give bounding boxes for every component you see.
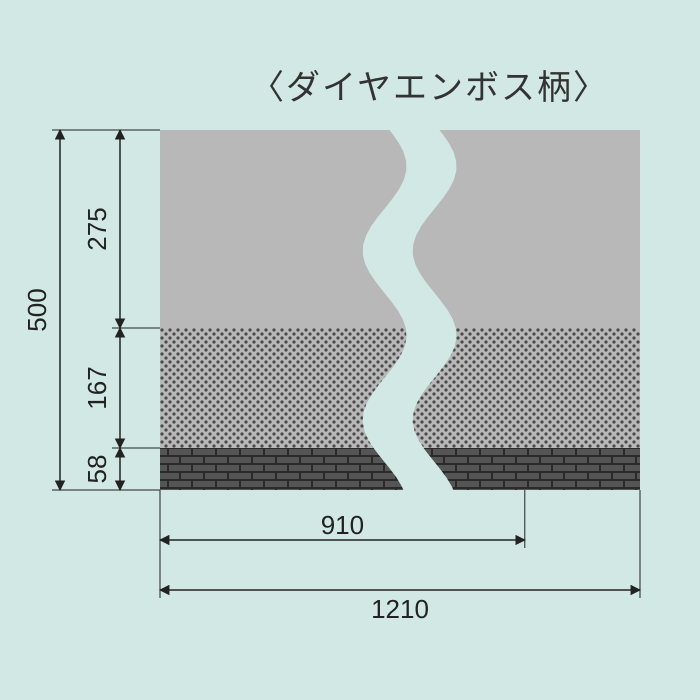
- diagram-title: 〈ダイヤエンボス柄〉: [250, 60, 609, 109]
- dim-width-outer: 1210: [371, 594, 429, 624]
- dim-height-h_mid: 167: [82, 366, 112, 409]
- dim-height-total: 500: [22, 288, 52, 331]
- dim-height-h_bot: 58: [82, 455, 112, 484]
- dim-width-inner: 910: [321, 510, 364, 540]
- dim-height-h_top: 275: [82, 207, 112, 250]
